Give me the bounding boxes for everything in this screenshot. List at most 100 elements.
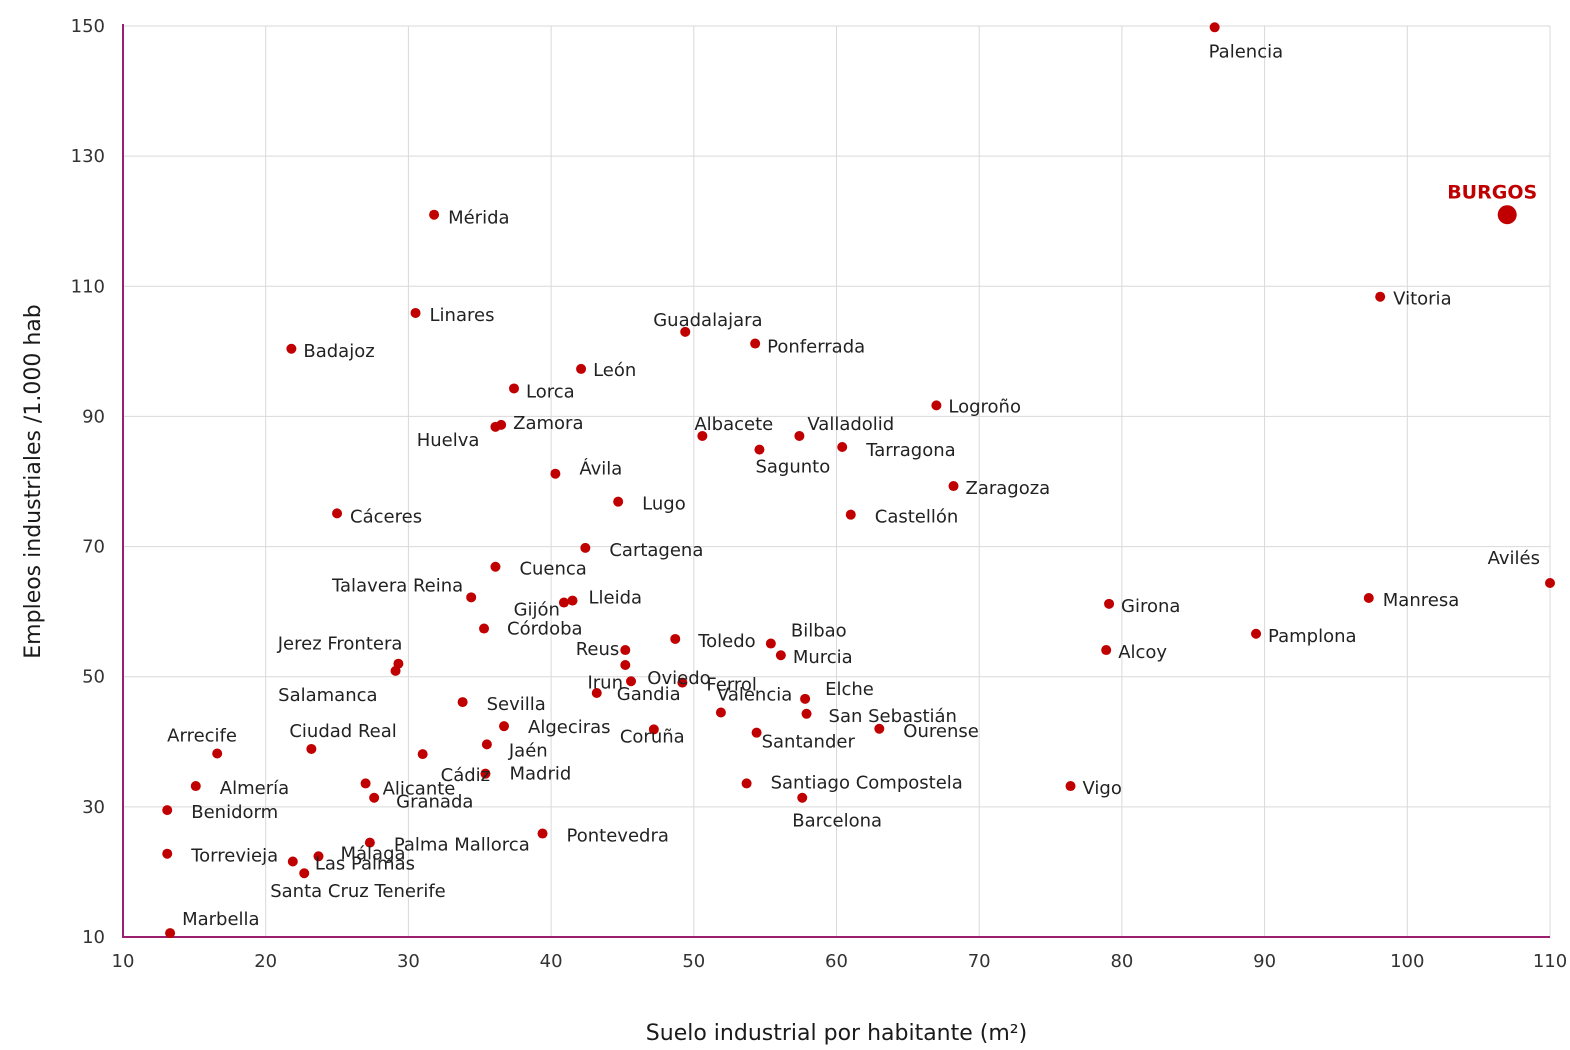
point-ponferrada — [750, 338, 761, 349]
label-coruna: Coruña — [620, 726, 685, 747]
label-elche: Elche — [825, 679, 874, 700]
point-valladolid — [794, 430, 805, 441]
label-huelva: Huelva — [417, 430, 480, 451]
x-tick-30: 30 — [397, 951, 420, 972]
point-huelva — [490, 421, 501, 432]
y-tick-90: 90 — [82, 406, 105, 427]
point-cadiz — [417, 749, 428, 760]
label-vigo: Vigo — [1083, 778, 1122, 799]
label-linares: Linares — [430, 305, 495, 326]
point-torrevieja — [162, 848, 173, 859]
label-valencia: Valencia — [717, 685, 792, 706]
point-castellon — [845, 509, 856, 520]
point-caceres — [332, 508, 343, 519]
point-vigo — [1065, 781, 1076, 792]
point-linares — [410, 307, 421, 318]
label-jaen: Jaén — [508, 740, 548, 761]
x-tick-110: 110 — [1533, 951, 1567, 972]
point-irun — [626, 676, 637, 687]
point-sagunto — [754, 444, 765, 455]
point-palma-mallorca — [364, 837, 375, 848]
point-tarragona — [837, 442, 848, 453]
label-oviedo: Oviedo — [647, 668, 710, 689]
x-gridlines — [265, 26, 1551, 937]
label-san-sebastian: San Sebastián — [829, 706, 957, 727]
x-tick-20: 20 — [254, 951, 277, 972]
label-cartagena: Cartagena — [609, 540, 703, 561]
point-lleida — [567, 595, 578, 606]
label-lugo: Lugo — [642, 494, 686, 515]
label-alcoy: Alcoy — [1118, 642, 1167, 663]
label-aviles: Avilés — [1488, 548, 1540, 569]
label-sagunto: Sagunto — [755, 457, 830, 478]
label-guadalajara: Guadalajara — [653, 310, 762, 331]
label-cadiz: Cádiz — [441, 765, 490, 786]
point-reus — [620, 645, 631, 656]
label-ourense: Ourense — [903, 721, 979, 742]
point-algeciras — [499, 721, 510, 732]
point-cartagena — [580, 542, 591, 553]
point-ciudad-real — [306, 743, 317, 754]
label-madrid: Madrid — [509, 764, 571, 785]
point-alicante — [360, 778, 371, 789]
label-palma-mallorca: Palma Mallorca — [394, 835, 530, 856]
label-salamanca: Salamanca — [278, 685, 377, 706]
y-tick-110: 110 — [71, 276, 105, 297]
label-gandia: Gandia — [617, 684, 681, 705]
label-granada: Granada — [396, 792, 473, 813]
point-cordoba — [479, 623, 490, 634]
y-tick-70: 70 — [82, 537, 105, 558]
x-tick-50: 50 — [682, 951, 705, 972]
y-tick-10: 10 — [82, 927, 105, 948]
y-tick-labels: 10 30 50 70 90 110 130 150 — [71, 16, 105, 948]
y-tick-150: 150 — [71, 16, 105, 37]
point-avila — [550, 468, 561, 479]
label-sevilla: Sevilla — [487, 694, 546, 715]
label-santa-cruz-tenerife: Santa Cruz Tenerife — [270, 881, 446, 902]
point-ferrol — [677, 677, 688, 688]
point-talavera-reina — [466, 592, 477, 603]
point-logrono — [931, 400, 942, 411]
y-tick-130: 130 — [71, 146, 105, 167]
point-marbella — [165, 928, 176, 939]
label-gijon: Gijón — [514, 600, 560, 621]
label-malaga: Málaga — [340, 843, 405, 864]
point-coruna — [648, 724, 659, 735]
label-barcelona: Barcelona — [792, 811, 882, 832]
label-zaragoza: Zaragoza — [966, 478, 1051, 499]
label-valladolid: Valladolid — [807, 414, 894, 435]
point-lorca — [508, 383, 519, 394]
point-madrid — [480, 768, 491, 779]
point-santiago-compostela — [741, 778, 752, 789]
label-algeciras: Algeciras — [528, 717, 611, 738]
point-benidorm — [162, 805, 173, 816]
label-santiago-compostela: Santiago Compostela — [771, 772, 963, 793]
point-guadalajara — [680, 326, 691, 337]
point-badajoz — [286, 343, 297, 354]
point-jaen — [481, 739, 492, 750]
x-tick-60: 60 — [825, 951, 848, 972]
y-tick-50: 50 — [82, 667, 105, 688]
label-marbella: Marbella — [182, 909, 260, 930]
y-tick-30: 30 — [82, 797, 105, 818]
label-ferrol: Ferrol — [706, 675, 757, 696]
point-san-sebastian — [801, 708, 812, 719]
label-pontevedra: Pontevedra — [567, 826, 669, 847]
x-tick-100: 100 — [1390, 951, 1424, 972]
point-salamanca — [390, 665, 401, 676]
label-reus: Reus — [576, 639, 620, 660]
label-palencia: Palencia — [1209, 41, 1284, 62]
x-tick-80: 80 — [1110, 951, 1133, 972]
point-toledo — [670, 633, 681, 644]
label-castellon: Castellón — [875, 507, 959, 528]
point-valencia — [715, 707, 726, 718]
label-manresa: Manresa — [1383, 590, 1459, 611]
label-arrecife: Arrecife — [167, 725, 237, 746]
point-vitoria — [1375, 291, 1386, 302]
label-vitoria: Vitoria — [1393, 289, 1451, 310]
point-cuenca — [490, 561, 501, 572]
label-benidorm: Benidorm — [191, 802, 278, 823]
label-pamplona: Pamplona — [1268, 626, 1357, 647]
label-bilbao: Bilbao — [791, 621, 847, 642]
